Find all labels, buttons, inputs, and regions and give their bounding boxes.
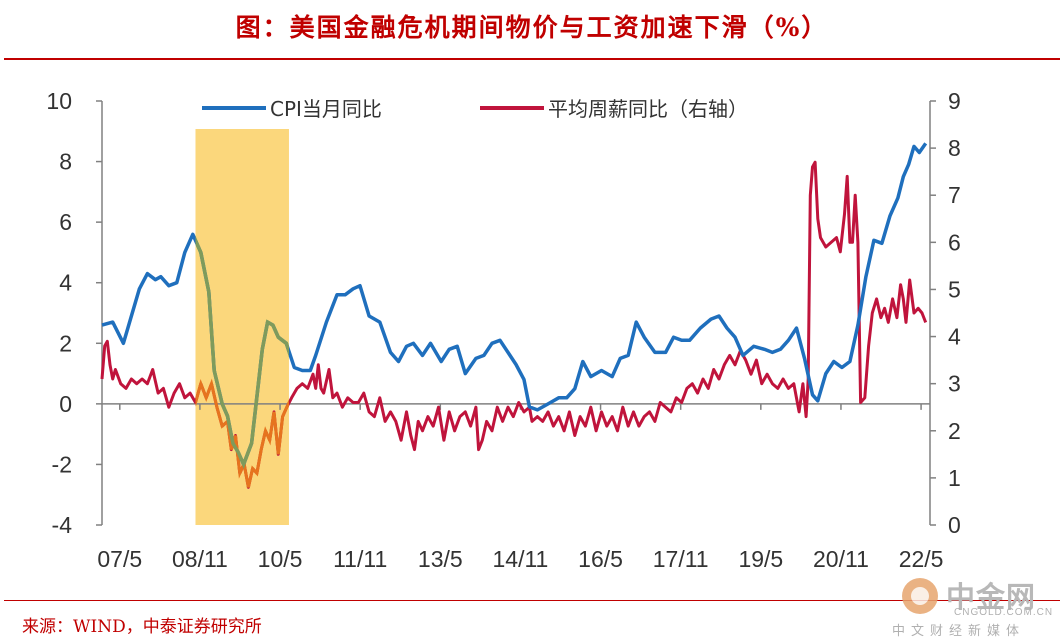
right-tick-label: 8 (948, 135, 961, 161)
left-tick-label: -2 (52, 451, 72, 477)
series-line-cpi-highlighted (195, 236, 289, 469)
right-tick-label: 9 (948, 88, 961, 114)
right-tick-label: 3 (948, 371, 961, 397)
watermark: 中金网 CNGOLD.COM.CN 中文财经新媒体 (892, 574, 1054, 639)
cngold-logo-icon (902, 578, 938, 614)
watermark-domain: CNGOLD.COM.CN (954, 607, 1054, 618)
right-tick-label: 2 (948, 418, 961, 444)
x-tick-label: 20/11 (813, 546, 869, 572)
x-tick-label: 08/11 (172, 546, 228, 572)
legend-label-cpi: CPI当月同比 (270, 97, 382, 121)
x-tick-label: 19/5 (738, 546, 783, 572)
right-tick-label: 7 (948, 182, 961, 208)
left-tick-label: -4 (52, 512, 73, 538)
left-tick-label: 2 (59, 330, 72, 356)
x-tick-label: 16/5 (578, 546, 623, 572)
x-tick-label: 17/11 (653, 546, 709, 572)
line-chart: -4 -2 0 2 4 6 8 10 0 1 2 3 4 5 6 7 8 9 07/5 08/11 10/5 11/11 1… (46, 88, 961, 572)
title-divider (4, 58, 1060, 60)
x-tick-label: 10/5 (258, 546, 303, 572)
left-tick-label: 10 (46, 88, 72, 114)
x-tick-label: 13/5 (418, 546, 463, 572)
x-tick-label: 22/5 (899, 546, 944, 572)
x-tick-label: 07/5 (97, 546, 142, 572)
right-tick-label: 1 (948, 465, 961, 491)
right-tick-label: 4 (948, 324, 961, 350)
legend-label-wage: 平均周薪同比（右轴） (548, 97, 748, 121)
right-tick-label: 5 (948, 276, 961, 302)
x-tick-label: 14/11 (493, 546, 549, 572)
left-tick-label: 8 (59, 149, 72, 175)
left-tick-label: 4 (59, 270, 72, 296)
series-line-wage-highlighted (195, 378, 289, 488)
x-tick-label: 11/11 (333, 546, 387, 572)
watermark-name: 中金网 (946, 580, 1037, 614)
watermark-slogan: 中文财经新媒体 (892, 624, 1026, 639)
right-tick-label: 6 (948, 229, 961, 255)
left-tick-label: 0 (59, 391, 72, 417)
right-tick-label: 0 (948, 512, 961, 538)
left-tick-label: 6 (59, 209, 72, 235)
source-note: 来源：WIND，中泰证券研究所 (22, 617, 262, 637)
footer-divider (4, 600, 1060, 601)
chart-title: 图：美国金融危机期间物价与工资加速下滑（%） (235, 13, 829, 42)
